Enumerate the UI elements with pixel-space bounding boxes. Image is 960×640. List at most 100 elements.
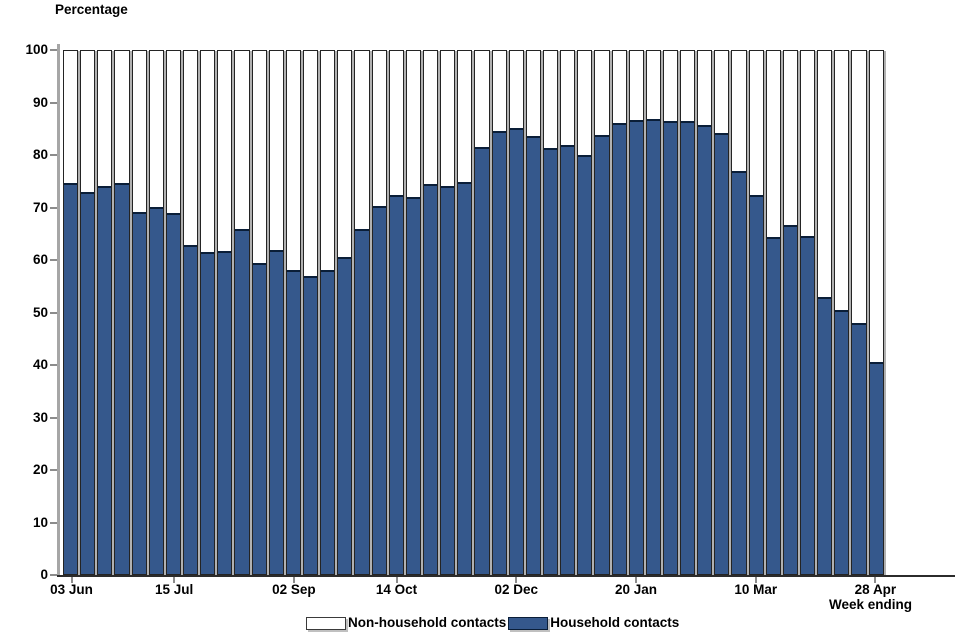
bar-segment-non-household <box>835 51 849 311</box>
bar-week-9 <box>217 50 233 575</box>
bar-segment-household <box>321 269 335 574</box>
bar-week-35 <box>662 50 679 575</box>
bar-segment-non-household <box>406 51 420 198</box>
bar-segment-household <box>149 207 163 574</box>
bar-segment-household <box>818 296 832 574</box>
y-tick-mark <box>50 469 57 471</box>
bar-week-17 <box>354 50 370 575</box>
bar-segment-non-household <box>561 51 575 145</box>
bar-week-23 <box>457 50 473 575</box>
bar-segment-non-household <box>389 51 403 195</box>
bar-segment-non-household <box>578 51 592 155</box>
bar-segment-non-household <box>612 51 626 123</box>
bar-segment-non-household <box>201 51 215 252</box>
bar-week-11 <box>251 50 267 575</box>
bar-segment-household <box>218 250 232 574</box>
bar-segment-non-household <box>852 51 866 323</box>
bar-week-15 <box>320 50 336 575</box>
y-tick-label: 30 <box>32 409 48 425</box>
bar-week-36 <box>680 50 696 575</box>
bar-segment-non-household <box>681 51 695 122</box>
bar-week-0 <box>63 50 79 575</box>
bar-segment-household <box>64 182 78 574</box>
bar-week-25 <box>491 50 507 575</box>
y-tick-label: 10 <box>32 514 48 530</box>
x-tick-mark <box>634 577 637 583</box>
bar-week-27 <box>525 50 541 575</box>
x-tick-mark <box>754 577 757 583</box>
bar-week-8 <box>200 50 216 575</box>
bar-segment-household <box>81 191 95 574</box>
y-tick-mark <box>50 416 57 419</box>
bar-segment-household <box>561 144 575 574</box>
bar-segment-non-household <box>303 51 318 276</box>
bar-segment-household <box>98 186 112 574</box>
x-tick-label: 02 Dec <box>494 582 539 597</box>
bar-segment-non-household <box>132 51 146 212</box>
bar-week-28 <box>542 50 559 575</box>
bar-segment-non-household <box>441 51 455 187</box>
bar-segment-household <box>509 128 523 574</box>
bar-segment-non-household <box>595 51 609 135</box>
y-tick-label: 80 <box>32 147 48 162</box>
y-tick-mark <box>50 206 57 209</box>
bar-segment-household <box>595 134 609 574</box>
x-tick-label: 02 Sep <box>272 582 316 597</box>
bar-segment-household <box>578 154 592 574</box>
bar-week-40 <box>748 50 764 575</box>
bar-week-29 <box>560 50 576 575</box>
y-tick-label: 100 <box>25 42 48 57</box>
y-tick-mark <box>50 101 57 104</box>
y-tick-label: 40 <box>32 357 48 372</box>
bar-segment-non-household <box>355 51 369 230</box>
bar-week-43 <box>800 50 816 575</box>
bar-segment-non-household <box>715 51 729 134</box>
bar-week-34 <box>645 50 661 575</box>
bar-segment-household <box>612 122 626 574</box>
y-tick-label: 50 <box>32 304 48 320</box>
y-tick-label: 70 <box>32 199 48 215</box>
bar-week-16 <box>337 50 353 575</box>
bar-segment-non-household <box>818 51 832 297</box>
bar-segment-non-household <box>372 51 386 206</box>
bar-segment-household <box>423 183 438 574</box>
y-tick-mark <box>50 49 57 51</box>
y-tick-label: 60 <box>32 252 48 267</box>
bar-week-30 <box>577 50 593 575</box>
bar-week-18 <box>371 50 387 575</box>
bar-segment-non-household <box>286 51 300 270</box>
bar-segment-non-household <box>218 51 232 251</box>
bar-segment-non-household <box>629 51 643 121</box>
bar-week-41 <box>765 50 781 575</box>
bar-segment-household <box>441 186 455 574</box>
bar-segment-non-household <box>81 51 95 192</box>
bar-segment-household <box>766 237 780 574</box>
y-tick-mark <box>50 154 57 156</box>
bar-segment-non-household <box>543 51 558 149</box>
bar-segment-non-household <box>183 51 198 245</box>
x-tick-label: 20 Jan <box>614 582 657 597</box>
x-tick-mark <box>515 577 518 583</box>
x-tick-label: 28 Apr <box>854 582 897 597</box>
bar-segment-household <box>166 213 180 574</box>
bar-week-19 <box>388 50 404 575</box>
bar-segment-non-household <box>766 51 780 238</box>
bar-week-38 <box>714 50 730 575</box>
bar-week-33 <box>628 50 644 575</box>
bar-segment-non-household <box>749 51 763 195</box>
bar-segment-household <box>663 121 678 574</box>
bar-week-42 <box>782 50 799 575</box>
x-tick-mark <box>173 577 176 583</box>
y-tick-label: 20 <box>32 462 48 477</box>
bar-segment-non-household <box>98 51 112 187</box>
bar-segment-non-household <box>64 51 78 183</box>
x-tick-mark <box>874 577 877 583</box>
legend-swatch-household <box>508 616 549 630</box>
bar-segment-household <box>389 194 403 574</box>
bar-segment-non-household <box>732 51 746 171</box>
bar-segment-household <box>852 322 866 574</box>
bar-segment-household <box>286 269 300 574</box>
legend-swatch-non-household <box>306 616 346 630</box>
y-tick-mark <box>50 311 57 314</box>
y-tick-label: 90 <box>32 94 48 110</box>
